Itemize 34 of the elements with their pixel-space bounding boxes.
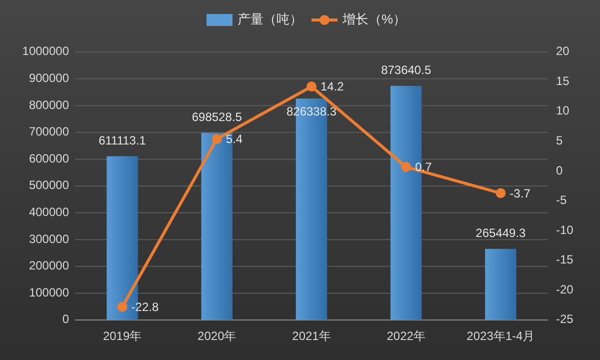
y2-tick-label: -25 (556, 312, 574, 326)
data-label: 265449.3 (476, 226, 526, 240)
x-tick-label: 2021年 (292, 329, 331, 344)
y2-tick-label: -15 (556, 252, 574, 267)
y2-tick-label: 10 (556, 104, 570, 118)
y-tick-label: 500000 (28, 178, 70, 192)
y-tick-label: 800000 (28, 98, 70, 112)
y-tick-label: 1000000 (22, 44, 70, 58)
data-label: 873640.5 (381, 63, 432, 78)
x-tick-label: 2022年 (386, 329, 426, 344)
y-tick-label: 400000 (28, 204, 70, 219)
data-label: -3.7 (510, 186, 531, 200)
legend-label: 产量（吨） (238, 11, 302, 26)
y-tick-label: 200000 (28, 258, 70, 273)
y-tick-label: 300000 (28, 232, 70, 246)
data-label: 698528.5 (192, 110, 242, 124)
y2-tick-label: 15 (556, 74, 570, 88)
x-tick-label: 2023年1-4月 (466, 329, 535, 344)
x-tick-label: 2020年 (198, 329, 236, 344)
y2-tick-label: 0 (556, 163, 563, 178)
legend-label: 增长（%） (342, 11, 406, 26)
y2-tick-label: 5 (556, 134, 563, 148)
y-tick-label: 100000 (28, 285, 70, 300)
y2-tick-label: -5 (556, 193, 567, 208)
y-tick-label: 900000 (28, 70, 70, 85)
y-tick-label: 700000 (28, 124, 70, 139)
y2-tick-label: 20 (556, 44, 570, 58)
y2-tick-label: -10 (556, 222, 574, 237)
x-tick-label: 2019年 (102, 329, 142, 344)
data-label: 611113.1 (98, 133, 146, 148)
y2-tick-label: -20 (556, 282, 574, 296)
y-tick-label: 600000 (28, 151, 70, 166)
y-tick-label: 0 (62, 312, 70, 326)
data-label: 14.2 (320, 80, 344, 94)
